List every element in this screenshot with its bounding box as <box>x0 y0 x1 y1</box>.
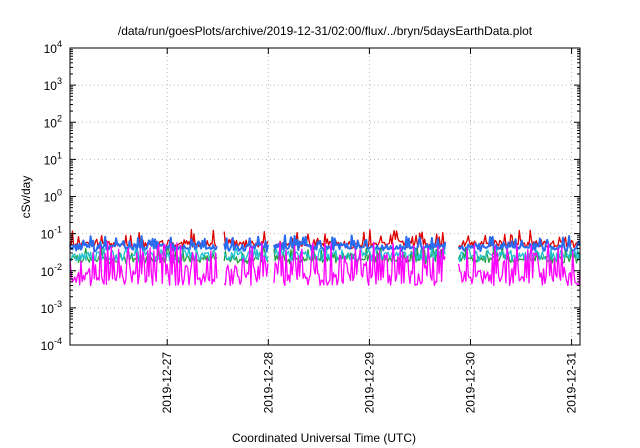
y-tick-label: 10-3 <box>41 299 62 316</box>
y-tick-label: 103 <box>44 76 62 93</box>
y-tick-label: 10-4 <box>41 336 62 353</box>
y-axis-label: cSv/day <box>19 176 33 219</box>
y-tick-label: 102 <box>44 113 62 130</box>
x-axis: 2019-12-27 2019-12-28 2019-12-29 2019-12-30… <box>160 48 579 414</box>
series-line <box>69 241 581 287</box>
x-tick-label: 2019-12-30 <box>463 352 477 414</box>
grid <box>70 48 580 345</box>
x-tick-label: 2019-12-28 <box>261 352 275 414</box>
y-axis: 10-4 10-3 10-2 10-1 100 101 102 103 104 <box>41 39 580 353</box>
x-tick-label: 2019-12-27 <box>160 352 174 414</box>
series-line <box>69 228 581 250</box>
series-layer <box>69 228 581 287</box>
y-tick-label: 100 <box>44 188 62 205</box>
y-tick-label: 10-2 <box>41 262 62 279</box>
x-tick-label: 2019-12-31 <box>565 352 579 414</box>
chart-title: /data/run/goesPlots/archive/2019-12-31/0… <box>118 24 533 38</box>
x-axis-label: Coordinated Universal Time (UTC) <box>232 431 416 445</box>
y-tick-label: 10-1 <box>41 225 62 242</box>
y-tick-label: 104 <box>44 39 62 56</box>
y-tick-label: 101 <box>44 150 62 167</box>
x-tick-label: 2019-12-29 <box>362 352 376 414</box>
